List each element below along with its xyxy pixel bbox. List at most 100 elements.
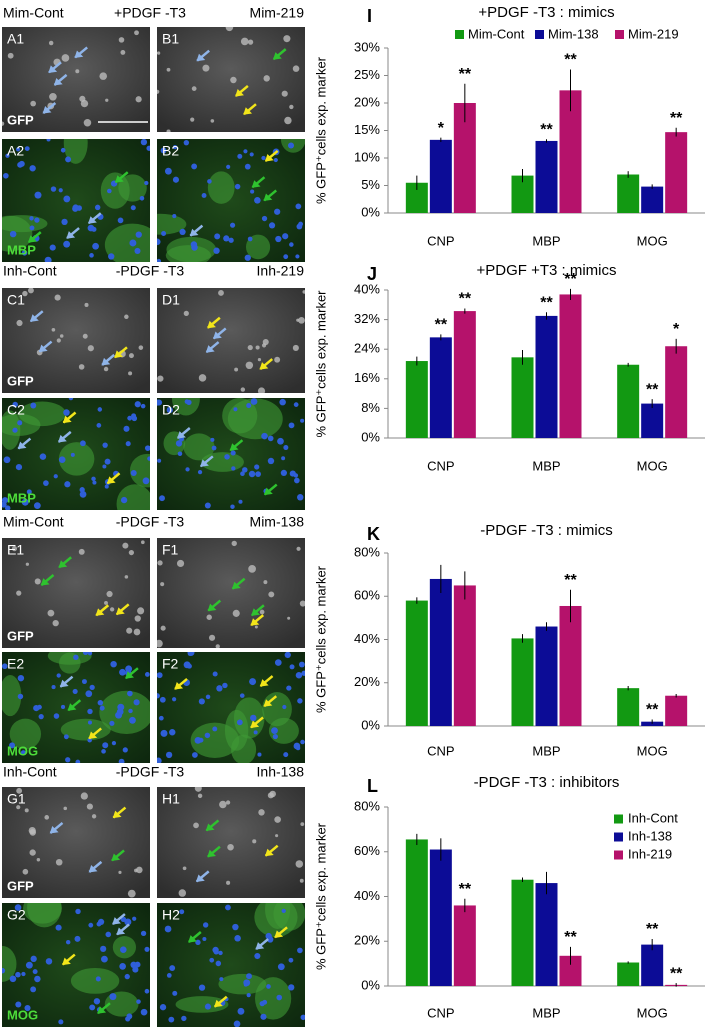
gfp-cell — [259, 609, 265, 615]
x-tick-label: MOG — [637, 1005, 668, 1020]
micrograph — [157, 139, 305, 262]
nucleus — [142, 477, 150, 485]
cell-blob — [157, 213, 187, 235]
nucleus — [3, 456, 11, 464]
gfp-cell — [78, 548, 85, 555]
bar — [535, 315, 558, 438]
nucleus — [215, 960, 222, 967]
nucleus — [260, 1013, 267, 1020]
gfp-cell — [24, 808, 29, 813]
nucleus — [17, 161, 23, 168]
nucleus — [187, 652, 192, 656]
y-tick-label: 16% — [354, 370, 380, 385]
nucleus — [226, 164, 231, 169]
arrow-head — [264, 848, 274, 857]
nucleus — [169, 729, 176, 736]
gfp-cell — [56, 338, 61, 343]
image-content — [159, 903, 305, 1027]
gfp-cell — [134, 615, 141, 622]
nucleus — [87, 224, 95, 232]
nucleus — [234, 183, 241, 190]
arrow-head — [114, 175, 124, 183]
nucleus — [165, 751, 173, 759]
nucleus — [201, 193, 207, 198]
nucleus — [183, 139, 190, 146]
image — [157, 538, 305, 648]
panel-label: F1 — [162, 542, 179, 558]
nucleus — [131, 415, 138, 422]
nucleus — [181, 1015, 187, 1022]
chart-title: -PDGF -T3 : inhibitors — [474, 774, 620, 791]
nucleus — [212, 726, 218, 732]
stain-label: GFP — [7, 878, 34, 893]
cell-blob — [60, 718, 111, 741]
nucleus — [157, 258, 162, 262]
gfp-cell — [22, 868, 29, 875]
nucleus — [119, 963, 126, 970]
bar — [405, 839, 428, 986]
nucleus — [85, 690, 93, 698]
nucleus — [157, 458, 162, 463]
panel-header: Mim-138 — [250, 514, 305, 530]
gfp-cell — [59, 334, 64, 338]
nucleus — [119, 668, 126, 676]
gfp-cell — [227, 843, 234, 851]
nucleus — [34, 975, 41, 983]
nucleus — [231, 466, 236, 471]
nucleus — [238, 499, 243, 504]
gfp-cell — [11, 546, 18, 552]
nucleus — [120, 496, 128, 504]
nucleus — [219, 977, 224, 982]
panel-header: Mim-Cont — [3, 5, 64, 21]
gfp-cell — [120, 49, 126, 55]
nucleus — [246, 973, 252, 980]
gfp-cell — [202, 64, 210, 72]
micrograph — [2, 288, 150, 393]
nucleus — [254, 952, 261, 960]
nucleus — [268, 222, 276, 229]
gfp-cell — [240, 37, 249, 46]
arrow-head — [111, 853, 121, 862]
gfp-cell — [36, 858, 41, 862]
nucleus — [87, 720, 93, 725]
cell-blob — [273, 903, 305, 931]
nucleus — [63, 734, 69, 740]
nucleus — [194, 736, 202, 744]
gfp-cell — [178, 889, 187, 897]
nucleus — [237, 1007, 245, 1015]
gfp-cell — [269, 790, 276, 798]
micrograph — [2, 903, 150, 1027]
nucleus — [117, 217, 124, 224]
panel-header: Inh-138 — [257, 764, 305, 780]
nucleus — [87, 737, 92, 743]
nucleus — [233, 407, 238, 412]
nucleus — [9, 742, 16, 749]
nucleus — [243, 982, 248, 987]
gfp-cell — [103, 366, 109, 372]
arrow-head — [53, 77, 63, 86]
nucleus — [128, 708, 133, 714]
nucleus — [102, 742, 109, 749]
gfp-cell — [80, 792, 88, 800]
gfp-cell — [268, 591, 275, 598]
nucleus — [157, 757, 162, 763]
nucleus — [233, 1020, 241, 1027]
nucleus — [202, 922, 209, 928]
image-content — [157, 540, 305, 648]
nucleus — [15, 1001, 22, 1008]
nucleus — [21, 250, 28, 256]
gfp-cell — [292, 65, 300, 72]
nucleus — [262, 999, 268, 1005]
y-tick-label: 10% — [354, 149, 380, 164]
arrow-head — [58, 434, 67, 443]
gfp-cell — [299, 600, 305, 607]
nucleus — [160, 147, 167, 154]
image-content — [2, 903, 150, 1025]
nucleus — [2, 501, 7, 508]
panel-header: Inh-Cont — [3, 263, 57, 279]
significance-mark: ** — [564, 271, 577, 288]
gfp-cell — [137, 607, 145, 615]
panel-label: B2 — [162, 143, 179, 159]
y-tick-label: 0% — [361, 429, 380, 444]
arrow-head — [213, 331, 222, 340]
